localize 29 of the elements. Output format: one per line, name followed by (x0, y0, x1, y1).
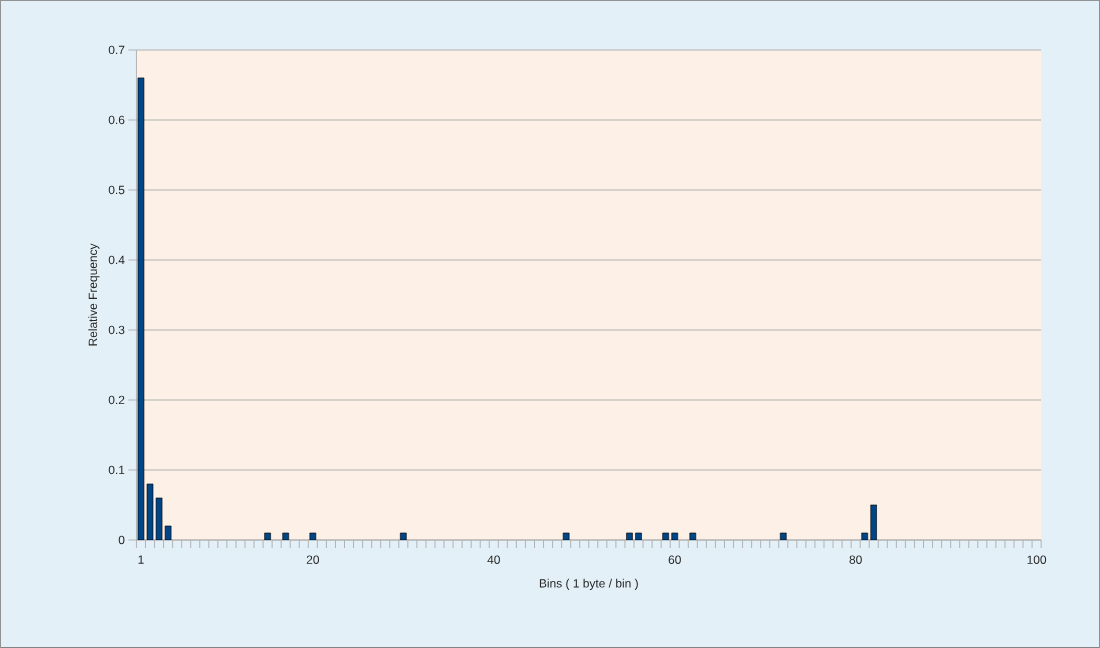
y-tick-label: 0.6 (108, 115, 125, 125)
x-tick-label: 1 (138, 555, 144, 564)
x-tick-label: 40 (487, 555, 500, 565)
bar (779, 532, 787, 541)
y-tick-label: 0.2 (108, 395, 125, 405)
bar (861, 532, 868, 541)
bar (635, 532, 642, 541)
y-tick-label: 0.1 (108, 465, 125, 475)
bar (626, 532, 633, 541)
x-axis-title: Bins ( 1 byte / bin ) (539, 578, 638, 591)
y-tick-label: 0 (118, 535, 125, 545)
bar (662, 532, 669, 541)
bar (870, 504, 878, 541)
x-tick-label: 60 (668, 555, 681, 565)
y-tick-label: 0.5 (108, 185, 125, 195)
bar (671, 532, 679, 541)
x-tick-label: 20 (306, 555, 320, 565)
bar (309, 532, 317, 541)
x-tick-label: 100 (1027, 555, 1047, 565)
y-tick-label: 0.4 (108, 255, 125, 265)
bar (264, 532, 271, 541)
bar (400, 532, 407, 541)
bar (562, 532, 570, 541)
x-tick-label: 80 (849, 555, 862, 565)
y-tick-label: 0.7 (108, 45, 125, 55)
y-axis-title: Relative Frequency (88, 243, 100, 346)
y-tick-label: 0.3 (108, 325, 125, 335)
bar (282, 532, 289, 541)
bar (689, 532, 697, 541)
